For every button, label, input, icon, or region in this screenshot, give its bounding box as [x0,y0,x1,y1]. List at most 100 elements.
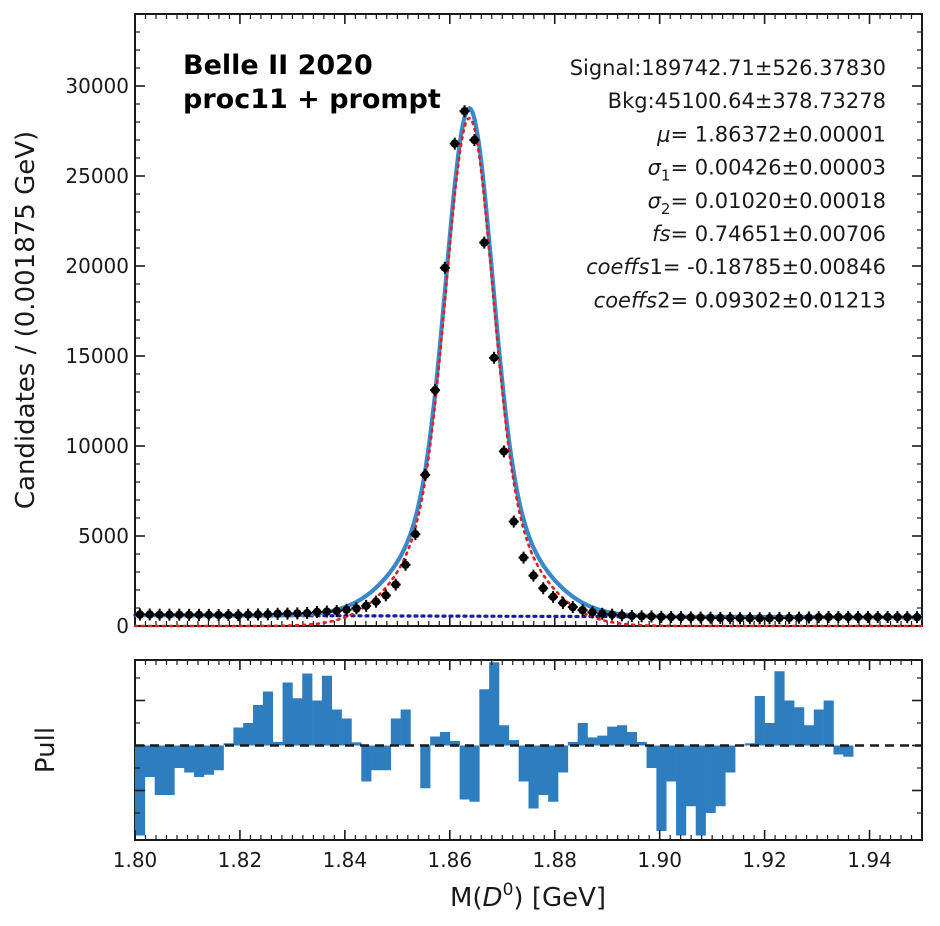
pull-bars [135,662,854,836]
data-points [134,105,923,625]
data-point [617,611,627,620]
pull-bar [538,745,549,795]
pull-bar [203,745,214,775]
pull-bar [262,691,274,746]
data-point [155,610,164,619]
y-tick-label: 15000 [65,344,129,368]
data-point [283,609,292,618]
pull-y-axis-title: Pull [31,727,61,773]
data-point [863,612,873,622]
pull-bar [528,745,539,809]
pull-bar [459,745,470,800]
experiment-label: Belle II 2020 [183,50,373,81]
data-point [716,613,725,623]
data-point [607,610,617,619]
pull-bar [695,745,706,836]
y-tick-label: 0 [116,614,129,638]
data-point [627,611,637,621]
pull-bar [489,662,500,746]
background-fit-curve [133,613,924,620]
pull-bar [685,745,697,807]
pull-bar [253,705,264,746]
pull-bar [390,718,401,746]
x-tick-labels: 1.80 1.82 1.84 1.86 1.88 1.90 1.92 1.94 [113,848,892,872]
pull-bar [282,682,293,746]
data-point [165,610,174,619]
fit-parameter: coeffs2= 0.09302±0.01213 [594,288,886,312]
data-point [824,612,833,622]
data-point [548,592,558,602]
pull-bar [164,745,175,795]
data-point [539,584,548,593]
pull-bar [302,673,313,746]
data-point [519,553,528,562]
data-point [430,386,440,395]
total-fit-curve [135,105,922,620]
data-point [893,612,902,622]
pull-bar [646,745,657,768]
data-point [529,571,538,580]
data-point [411,530,420,539]
data-point [489,353,499,362]
data-point [745,614,755,623]
data-point [145,610,154,619]
pull-bar [577,723,588,746]
x-tick-label: 1.88 [532,848,577,872]
data-point [676,612,686,622]
data-point [785,613,794,623]
data-point [401,560,410,569]
pull-bar [184,745,195,773]
pull-bar [361,745,372,782]
data-point [312,607,322,617]
x-tick-label: 1.82 [218,848,263,872]
data-point [342,605,351,614]
pull-bar [439,732,451,746]
pull-bar [587,737,598,746]
data-point [381,591,391,600]
data-point [224,610,233,620]
x-tick-label: 1.90 [637,848,682,872]
data-point [706,613,715,622]
data-point [804,613,814,622]
pull-bar [656,745,667,831]
fit-parameters-box: Signal:189742.71±526.37830 Bkg:45100.64±3… [570,56,886,312]
data-point [253,610,263,619]
data-point [657,612,666,622]
fit-parameter: σ2= 0.01020±0.00018 [648,189,886,218]
data-point [440,263,450,272]
pull-bar [371,745,382,771]
pull-bar [626,732,638,746]
data-point [450,139,459,148]
pull-bar [607,726,618,746]
pull-bar [676,745,687,836]
data-point [775,613,784,623]
pull-bar [243,723,254,746]
pull-bar [843,745,854,757]
data-point [568,602,577,612]
pull-bar [617,725,628,746]
x-tick-label: 1.92 [742,848,787,872]
experiment-sublabel: proc11 + prompt [183,84,441,115]
pull-bar [715,745,726,807]
data-point [204,610,213,620]
data-point [214,610,223,620]
pull-bar [813,709,824,746]
x-axis-title: M(D0) [GeV] [450,880,606,913]
pull-panel: 1.80 1.82 1.84 1.86 1.88 1.90 1.92 1.94 Pull M(… [31,659,923,913]
data-point [302,608,312,618]
data-point [194,610,204,620]
pull-bar [331,709,342,746]
pull-bar [725,745,736,773]
pull-panel-ticks [134,660,923,840]
y-tick-label: 25000 [65,164,129,188]
fit-parameter: σ1= 0.00426±0.00003 [648,156,886,185]
pull-bar [341,718,352,746]
data-point [499,447,509,456]
pull-bar [292,698,303,746]
data-point [666,612,676,622]
data-point [420,470,430,479]
pull-bar [794,707,805,746]
pull-bar [213,745,224,771]
pull-bar [508,740,519,746]
